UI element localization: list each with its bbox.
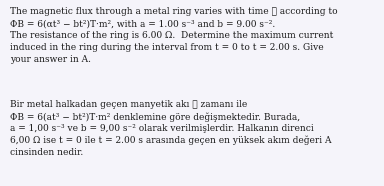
Text: The resistance of the ring is 6.00 Ω.  Determine the maximum current: The resistance of the ring is 6.00 Ω. De…	[10, 31, 333, 40]
Text: ΦB = 6(αt³ − bt²)T·m², with a = 1.00 s⁻³ and b = 9.00 s⁻².: ΦB = 6(αt³ − bt²)T·m², with a = 1.00 s⁻³…	[10, 19, 275, 28]
Text: 6,00 Ω ise t = 0 ile t = 2.00 s arasında geçen en yüksek akım değeri A: 6,00 Ω ise t = 0 ile t = 2.00 s arasında…	[10, 136, 331, 145]
Text: ΦB = 6(at³ − bt²)T·m² denklemine göre değişmektedir. Burada,: ΦB = 6(at³ − bt²)T·m² denklemine göre de…	[10, 112, 300, 122]
Text: your answer in A.: your answer in A.	[10, 55, 91, 64]
Text: cinsinden nedir.: cinsinden nedir.	[10, 148, 83, 157]
Text: Bir metal halkadan geçen manyetik akı ℓ zamanı ile: Bir metal halkadan geçen manyetik akı ℓ …	[10, 100, 247, 109]
Text: The magnetic flux through a metal ring varies with time ℓ according to: The magnetic flux through a metal ring v…	[10, 7, 337, 16]
Text: a = 1,00 s⁻³ ve b = 9,00 s⁻² olarak verilmişlerdir. Halkanın direnci: a = 1,00 s⁻³ ve b = 9,00 s⁻² olarak veri…	[10, 124, 313, 133]
Text: induced in the ring during the interval from t = 0 to t = 2.00 s. Give: induced in the ring during the interval …	[10, 43, 323, 52]
